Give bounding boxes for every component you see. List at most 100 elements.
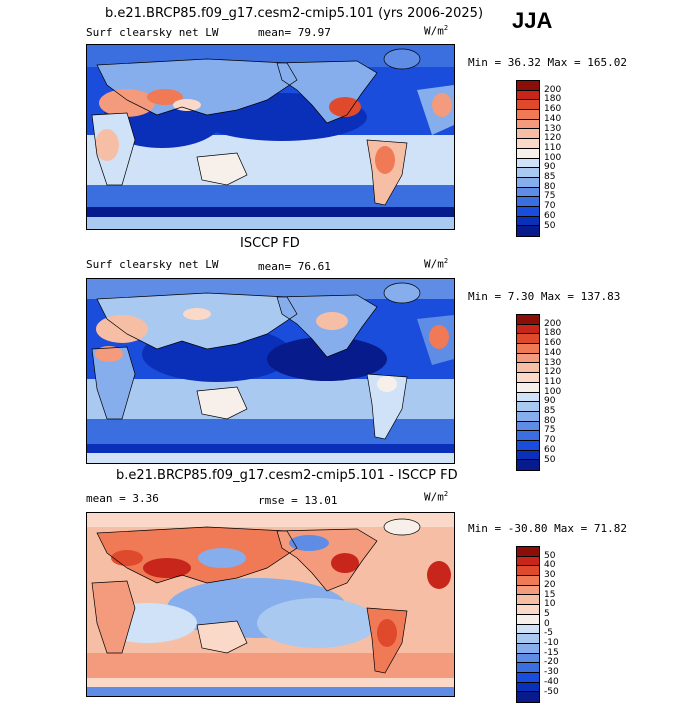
colorbar-box [517,334,539,345]
colorbar-tick-label: 50 [544,220,556,231]
panel3-colorbar [516,546,540,703]
colorbar-box [517,373,539,383]
colorbar-tick-label: 100 [544,152,562,163]
colorbar-box [517,556,539,567]
colorbar-box [517,682,539,693]
colorbar-box [517,411,539,422]
colorbar-tick-label: -15 [544,647,559,658]
colorbar-box [517,216,539,227]
colorbar-tick-label: 10 [544,599,556,610]
colorbar-box [517,148,539,159]
colorbar-tick-label: -5 [544,628,553,639]
colorbar-tick-label: 160 [544,104,562,115]
colorbar-tick-label: -10 [544,638,559,648]
colorbar-box [517,672,539,683]
colorbar-tick-label: 100 [544,386,562,397]
colorbar-tick-label: 70 [544,201,556,212]
colorbar-box [517,643,539,654]
panel3-minmax: Min = -30.80 Max = 71.82 [468,522,627,535]
colorbar-box [517,576,539,586]
colorbar-tick-label: 180 [544,94,562,105]
colorbar-tick-label: -20 [544,657,559,668]
colorbar-box [517,663,539,673]
colorbar-tick-label: 110 [544,376,562,387]
panel2-minmax: Min = 7.30 Max = 137.83 [468,290,621,303]
colorbar-box [517,90,539,101]
colorbar-tick-label: 60 [544,210,556,221]
colorbar-box [517,692,539,702]
panel3-rmse: rmse = 13.01 [258,494,338,507]
colorbar-box [517,402,539,412]
colorbar-box [517,566,539,577]
panel1-units: W/m2 [424,24,449,38]
colorbar-box [517,226,539,236]
colorbar-tick-label: 90 [544,162,556,173]
colorbar-tick-label: 75 [544,191,556,202]
colorbar-box [517,129,539,140]
panel2-units: W/m2 [424,257,449,271]
colorbar-tick-label: 180 [544,328,562,339]
colorbar-tick-label: 200 [544,84,562,95]
colorbar-tick-label: 80 [544,415,556,426]
colorbar-box [517,110,539,120]
colorbar-box [517,585,539,596]
colorbar-tick-label: 15 [544,589,556,600]
colorbar-tick-label: 85 [544,172,556,182]
colorbar-box [517,634,539,644]
colorbar-box [517,605,539,615]
colorbar-box [517,119,539,130]
colorbar-tick-label: 80 [544,181,556,192]
panel2-colorbar [516,314,540,471]
colorbar-box [517,81,539,91]
colorbar-tick-label: 130 [544,357,562,368]
season-label: JJA [512,8,553,33]
panel1-colorbar [516,80,540,237]
colorbar-tick-label: 160 [544,338,562,349]
colorbar-box [517,206,539,217]
colorbar-tick-label: 50 [544,454,556,465]
panel2-title: ISCCP FD [240,236,300,251]
colorbar-tick-label: 110 [544,142,562,153]
colorbar-tick-label: 60 [544,444,556,455]
colorbar-box [517,353,539,364]
panel1-mean: mean= 79.97 [258,26,331,39]
colorbar-tick-label: 0 [544,618,550,629]
colorbar-box [517,624,539,635]
colorbar-tick-label: 5 [544,608,550,619]
panel3-units: W/m2 [424,490,449,504]
colorbar-box [517,614,539,625]
colorbar-box [517,187,539,198]
colorbar-box [517,547,539,557]
colorbar-tick-label: 40 [544,560,556,571]
panel3-mean: mean = 3.36 [86,492,159,505]
colorbar-tick-label: 140 [544,347,562,358]
colorbar-box [517,324,539,335]
colorbar-box [517,363,539,374]
colorbar-tick-label: 70 [544,435,556,446]
colorbar-box [517,197,539,207]
colorbar-tick-label: 20 [544,579,556,590]
colorbar-box [517,315,539,325]
colorbar-tick-label: 130 [544,123,562,134]
colorbar-box [517,100,539,111]
colorbar-box [517,139,539,149]
colorbar-box [517,344,539,354]
colorbar-box [517,168,539,178]
colorbar-tick-label: -40 [544,676,559,687]
colorbar-box [517,653,539,664]
panel3-title: b.e21.BRCP85.f09_g17.cesm2-cmip5.101 - I… [116,468,458,483]
colorbar-tick-label: 50 [544,550,556,561]
panel2-variable-label: Surf clearsky net LW [86,258,219,271]
panel3-map [86,512,455,697]
panel1-title: b.e21.BRCP85.f09_g17.cesm2-cmip5.101 (yr… [105,6,484,21]
colorbar-tick-label: 120 [544,367,562,378]
panel2-map [86,278,455,464]
colorbar-box [517,392,539,403]
colorbar-box [517,158,539,169]
colorbar-tick-label: -50 [544,686,559,697]
colorbar-tick-label: 90 [544,396,556,407]
colorbar-box [517,440,539,451]
colorbar-box [517,177,539,188]
panel1-variable-label: Surf clearsky net LW [86,26,219,39]
colorbar-tick-label: 85 [544,406,556,416]
